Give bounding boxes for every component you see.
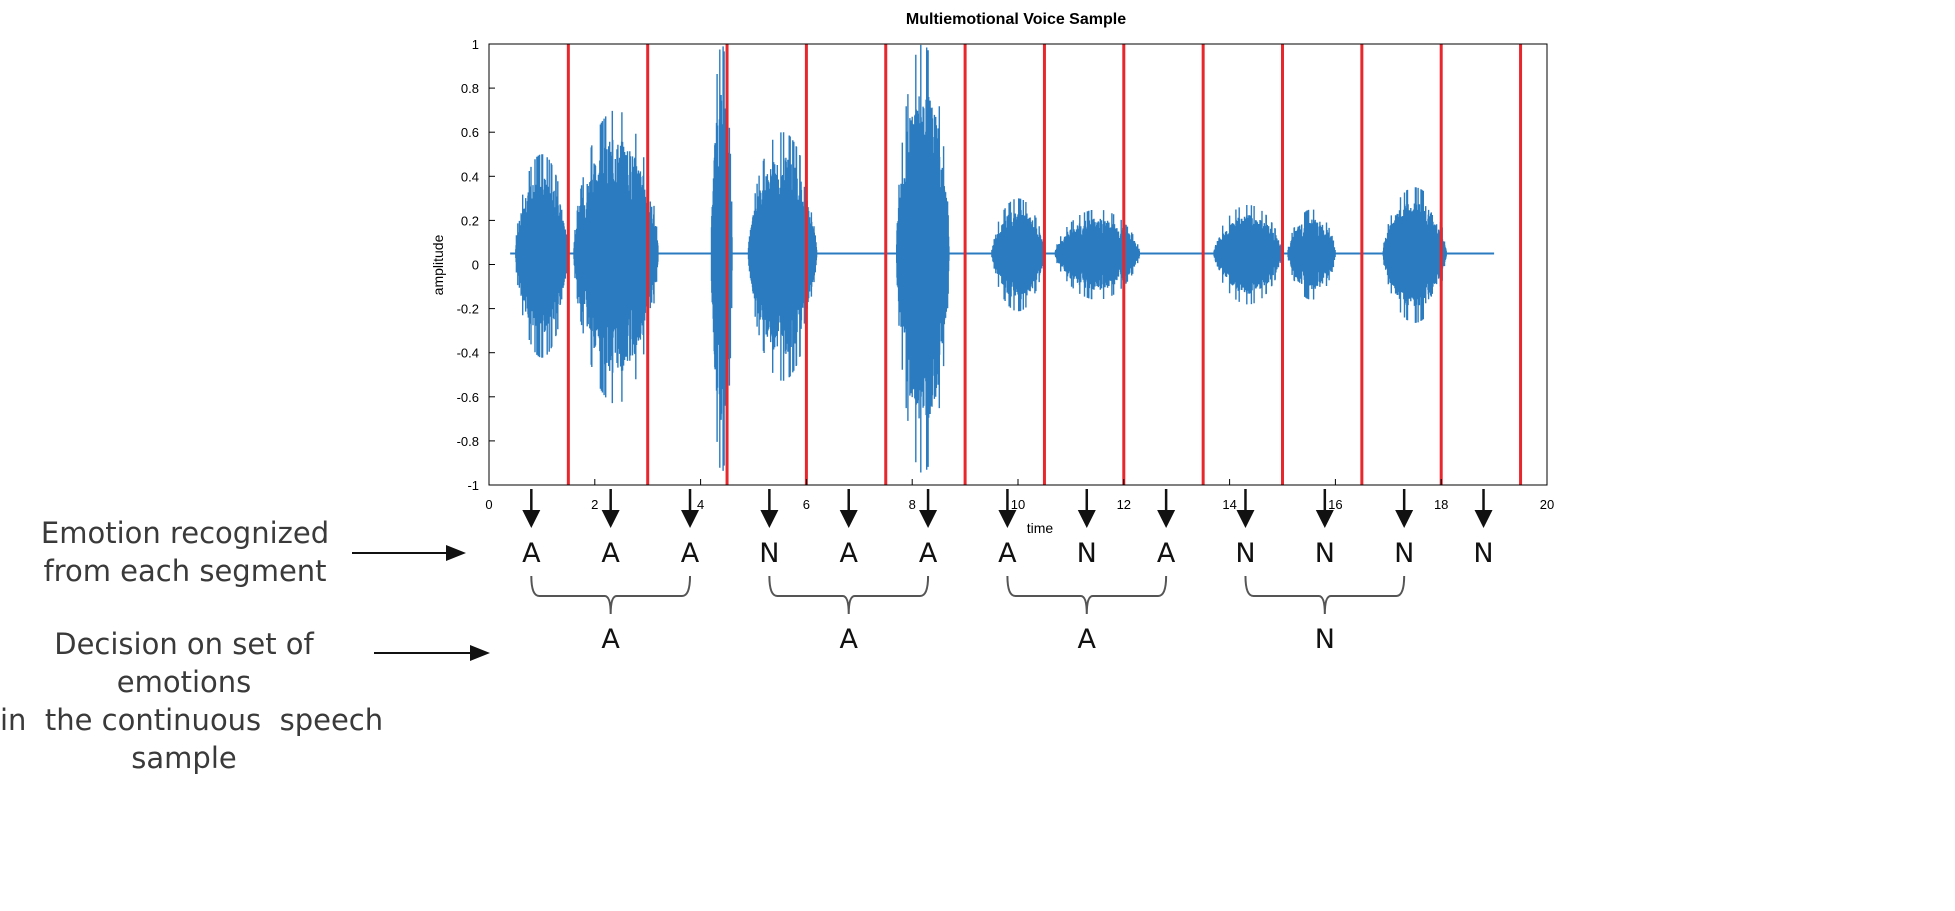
segment-emotion-label: A — [839, 538, 858, 569]
segment-emotion-label: N — [1077, 538, 1097, 569]
y-tick-label: -0.6 — [457, 390, 479, 405]
waveform-burst — [896, 44, 950, 473]
segment-arrowhead — [681, 510, 700, 528]
x-tick-label: 10 — [1011, 497, 1025, 512]
segment-arrowhead — [522, 510, 541, 528]
x-tick-label: 14 — [1222, 497, 1236, 512]
waveform-burst — [1287, 209, 1336, 300]
recognized-pointer-arrowhead — [446, 545, 466, 561]
segment-emotion-label: A — [919, 538, 938, 569]
recognized-caption: Emotion recognized from each segment — [20, 514, 350, 590]
x-tick-label: 18 — [1434, 497, 1448, 512]
segment-arrowhead — [760, 510, 779, 528]
segment-boundaries — [566, 44, 1523, 485]
y-tick-label: 1 — [472, 37, 479, 52]
y-axis-label: amplitude — [430, 234, 446, 295]
waveform — [510, 44, 1495, 473]
segment-emotion-label: N — [1235, 538, 1255, 569]
decision-caption: Decision on set of emotions in the conti… — [0, 625, 384, 777]
x-tick-label: 0 — [485, 497, 492, 512]
waveform-burst — [573, 110, 659, 404]
decision-caption-line: in the continuous speech — [0, 703, 384, 737]
y-tick-label: -0.8 — [457, 434, 479, 449]
y-tick-label: 0.4 — [461, 169, 479, 184]
segment-arrowhead — [998, 510, 1017, 528]
x-axis-ticks: 0 2 4 6 8 10 12 14 16 18 20 — [485, 479, 1554, 512]
x-tick-label: 8 — [909, 497, 916, 512]
segment-arrowhead — [1236, 510, 1255, 528]
recognized-caption-line: Emotion recognized — [40, 516, 330, 550]
decision-brace — [1006, 575, 1168, 615]
segment-emotion-label: A — [1157, 538, 1176, 569]
y-tick-label: -0.2 — [457, 302, 479, 317]
waveform-burst — [1213, 205, 1283, 305]
decision-caption-line: sample — [131, 741, 237, 775]
segment-emotion-label: A — [522, 538, 541, 569]
x-tick-label: 12 — [1117, 497, 1131, 512]
y-tick-label: 0 — [472, 258, 479, 273]
segment-arrowhead — [1395, 510, 1414, 528]
waveform-burst — [710, 46, 733, 471]
decision-caption-line: Decision on set of emotions — [54, 627, 314, 699]
segment-arrowhead — [601, 510, 620, 528]
segment-emotion-label: A — [998, 538, 1017, 569]
y-tick-label: 0.2 — [461, 213, 479, 228]
recognized-caption-line: from each segment — [43, 554, 327, 588]
x-tick-label: 6 — [803, 497, 810, 512]
x-tick-label: 4 — [697, 497, 704, 512]
y-tick-label: -0.4 — [457, 346, 479, 361]
x-tick-label: 20 — [1540, 497, 1554, 512]
decision-brace — [530, 575, 692, 615]
segment-arrowhead — [839, 510, 858, 528]
decision-brace — [1244, 575, 1406, 615]
decision-emotion-label: A — [1078, 624, 1097, 655]
segment-emotion-label: N — [759, 538, 779, 569]
segment-arrowhead — [1474, 510, 1493, 528]
y-tick-label: 0.8 — [461, 81, 479, 96]
x-tick-label: 16 — [1328, 497, 1342, 512]
decision-emotion-label: N — [1315, 624, 1335, 655]
y-tick-label: -1 — [467, 478, 479, 493]
y-axis-ticks: 1 0.8 0.6 0.4 0.2 0 -0.2 -0.4 -0.6 -0.8 -1 — [457, 37, 495, 493]
segment-arrowhead — [919, 510, 938, 528]
segment-arrowhead — [1157, 510, 1176, 528]
waveform-burst — [515, 154, 569, 358]
segment-emotion-label: A — [681, 538, 700, 569]
waveform-burst — [747, 132, 818, 381]
waveform-burst — [991, 198, 1045, 312]
decision-emotion-label: A — [601, 624, 620, 655]
chart-title: Multiemotional Voice Sample — [906, 11, 1126, 28]
segment-arrowhead — [1315, 510, 1334, 528]
caption-arrows — [352, 545, 490, 661]
decision-emotion-label: A — [839, 624, 858, 655]
decision-brace — [768, 575, 930, 615]
y-tick-label: 0.6 — [461, 125, 479, 140]
segment-emotion-label: A — [601, 538, 620, 569]
waveform-burst — [1054, 210, 1140, 300]
segment-arrowhead — [1077, 510, 1096, 528]
x-axis-label: time — [1027, 520, 1054, 536]
waveform-burst — [1382, 187, 1447, 323]
segment-emotion-label: N — [1315, 538, 1335, 569]
decision-pointer-arrowhead — [470, 645, 490, 661]
segment-emotion-label: N — [1473, 538, 1493, 569]
segment-emotion-label: N — [1394, 538, 1414, 569]
x-tick-label: 2 — [591, 497, 598, 512]
